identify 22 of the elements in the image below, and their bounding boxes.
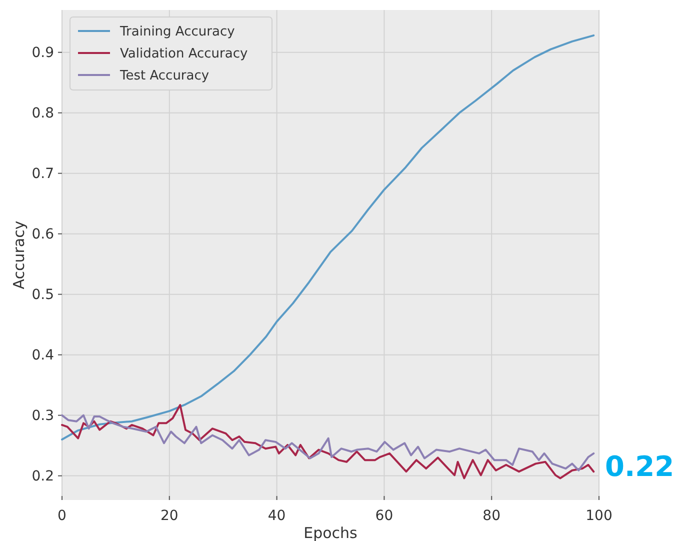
x-tick-label: 20: [160, 508, 178, 524]
y-tick-label: 0.3: [32, 408, 54, 424]
legend-label: Training Accuracy: [119, 24, 236, 40]
y-tick-label: 0.7: [32, 166, 54, 182]
y-tick-label: 0.5: [32, 287, 54, 304]
line-series: [61, 414, 595, 472]
y-axis-title: Accuracy: [10, 220, 28, 290]
x-tick-label: 60: [375, 508, 394, 524]
y-tick-label: 0.4: [32, 348, 54, 364]
y-tick-label: 0.8: [32, 106, 54, 122]
x-tick-label: 80: [482, 508, 501, 524]
x-tick-label: 40: [268, 508, 286, 524]
x-axis-title: Epochs: [304, 524, 358, 541]
y-tick-label: 0.2: [32, 468, 54, 485]
y-tick-label: 0.9: [32, 45, 54, 62]
x-tick-label: 100: [586, 508, 612, 524]
line-series: [61, 404, 595, 480]
text: 0.22: [605, 450, 674, 483]
legend-label: Test Accuracy: [119, 68, 210, 84]
x-tick-label: 0: [58, 508, 66, 524]
y-tick-label: 0.6: [32, 226, 54, 243]
legend-label: Validation Accuracy: [120, 46, 248, 62]
